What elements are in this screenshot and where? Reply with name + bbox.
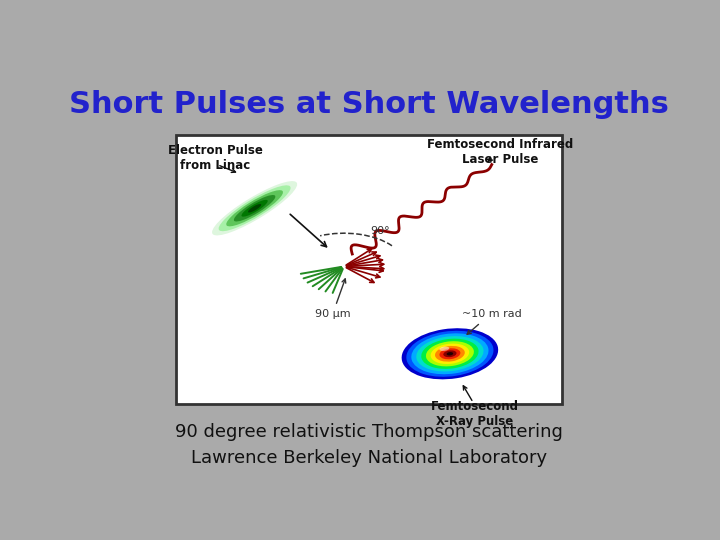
Ellipse shape — [431, 343, 469, 364]
Ellipse shape — [234, 195, 275, 221]
Ellipse shape — [248, 204, 261, 213]
Ellipse shape — [421, 339, 479, 369]
Ellipse shape — [411, 333, 489, 374]
Text: 90 μm: 90 μm — [315, 309, 351, 319]
Ellipse shape — [226, 190, 283, 226]
Text: Femtosecond Infrared
Laser Pulse: Femtosecond Infrared Laser Pulse — [427, 138, 573, 166]
Text: 90 degree relativistic Thompson scattering
Lawrence Berkeley National Laboratory: 90 degree relativistic Thompson scatteri… — [175, 423, 563, 468]
Ellipse shape — [435, 346, 465, 362]
Ellipse shape — [426, 341, 474, 366]
FancyBboxPatch shape — [176, 136, 562, 404]
Text: Electron Pulse
from Linac: Electron Pulse from Linac — [168, 144, 263, 172]
Ellipse shape — [439, 348, 460, 359]
Text: Short Pulses at Short Wavelengths: Short Pulses at Short Wavelengths — [69, 90, 669, 119]
Text: Femtosecond
X-Ray Pulse: Femtosecond X-Ray Pulse — [431, 400, 519, 428]
Ellipse shape — [212, 181, 297, 235]
Ellipse shape — [416, 336, 484, 372]
Ellipse shape — [444, 350, 456, 357]
Ellipse shape — [241, 200, 268, 217]
Ellipse shape — [439, 347, 449, 351]
Ellipse shape — [446, 352, 453, 355]
Text: 90°: 90° — [370, 226, 390, 236]
Ellipse shape — [402, 328, 498, 379]
Ellipse shape — [406, 331, 493, 377]
Text: ~10 m rad: ~10 m rad — [462, 309, 521, 319]
Ellipse shape — [219, 185, 291, 231]
